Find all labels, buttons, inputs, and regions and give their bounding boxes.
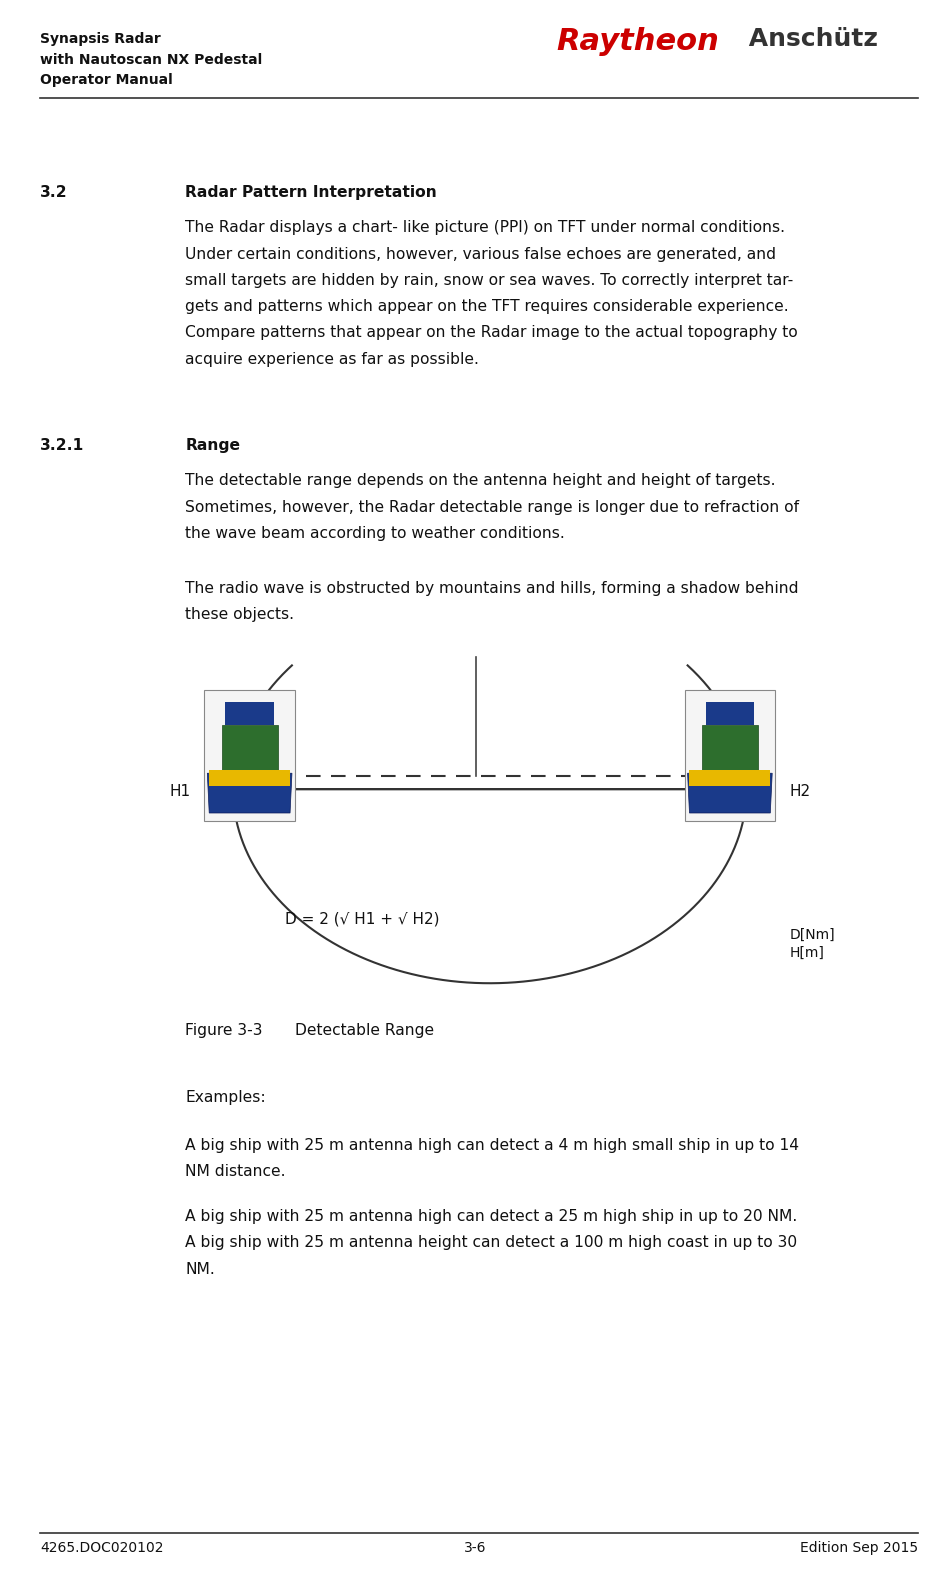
Polygon shape bbox=[688, 773, 772, 813]
Text: The radio wave is obstructed by mountains and hills, forming a shadow behind: The radio wave is obstructed by mountain… bbox=[185, 581, 799, 595]
Text: H1: H1 bbox=[169, 784, 190, 799]
Polygon shape bbox=[689, 770, 770, 786]
Text: NM distance.: NM distance. bbox=[185, 1163, 286, 1179]
Text: The detectable range depends on the antenna height and height of targets.: The detectable range depends on the ante… bbox=[185, 473, 776, 488]
Polygon shape bbox=[209, 770, 290, 786]
Text: gets and patterns which appear on the TFT requires considerable experience.: gets and patterns which appear on the TF… bbox=[185, 299, 789, 313]
Text: Radar Pattern Interpretation: Radar Pattern Interpretation bbox=[185, 185, 437, 200]
Text: 4265.DOC020102: 4265.DOC020102 bbox=[40, 1540, 164, 1554]
Polygon shape bbox=[207, 773, 292, 813]
Text: Figure 3-3: Figure 3-3 bbox=[185, 1023, 262, 1037]
Text: D = 2 (√ H1 + √ H2): D = 2 (√ H1 + √ H2) bbox=[285, 912, 439, 926]
Text: acquire experience as far as possible.: acquire experience as far as possible. bbox=[185, 352, 479, 366]
Text: Examples:: Examples: bbox=[185, 1090, 266, 1104]
Text: the wave beam according to weather conditions.: the wave beam according to weather condi… bbox=[185, 525, 565, 541]
Text: D[Nm]
H[m]: D[Nm] H[m] bbox=[789, 928, 835, 959]
Polygon shape bbox=[702, 725, 758, 770]
Polygon shape bbox=[225, 702, 274, 725]
Text: Edition Sep 2015: Edition Sep 2015 bbox=[800, 1540, 918, 1554]
Text: Under certain conditions, however, various false echoes are generated, and: Under certain conditions, however, vario… bbox=[185, 247, 776, 261]
Text: Operator Manual: Operator Manual bbox=[40, 73, 173, 88]
Text: Synapsis Radar: Synapsis Radar bbox=[40, 32, 161, 46]
Text: A big ship with 25 m antenna high can detect a 4 m high small ship in up to 14: A big ship with 25 m antenna high can de… bbox=[185, 1138, 800, 1152]
Text: small targets are hidden by rain, snow or sea waves. To correctly interpret tar-: small targets are hidden by rain, snow o… bbox=[185, 272, 794, 288]
Text: A big ship with 25 m antenna height can detect a 100 m high coast in up to 30: A big ship with 25 m antenna height can … bbox=[185, 1235, 798, 1251]
Polygon shape bbox=[706, 702, 754, 725]
Text: 3.2.1: 3.2.1 bbox=[40, 438, 85, 453]
Text: 3.2: 3.2 bbox=[40, 185, 68, 200]
Text: Anschütz: Anschütz bbox=[740, 27, 878, 51]
Text: Raytheon: Raytheon bbox=[556, 27, 719, 56]
FancyBboxPatch shape bbox=[204, 690, 295, 821]
Text: A big ship with 25 m antenna high can detect a 25 m high ship in up to 20 NM.: A big ship with 25 m antenna high can de… bbox=[185, 1209, 798, 1223]
Text: with Nautoscan NX Pedestal: with Nautoscan NX Pedestal bbox=[40, 53, 262, 67]
Text: H2: H2 bbox=[789, 784, 810, 799]
Text: The Radar displays a chart- like picture (PPI) on TFT under normal conditions.: The Radar displays a chart- like picture… bbox=[185, 221, 786, 235]
Text: Detectable Range: Detectable Range bbox=[295, 1023, 434, 1037]
Text: Compare patterns that appear on the Radar image to the actual topography to: Compare patterns that appear on the Rada… bbox=[185, 325, 798, 340]
Text: Range: Range bbox=[185, 438, 241, 453]
Polygon shape bbox=[222, 725, 278, 770]
Text: these objects.: these objects. bbox=[185, 606, 295, 622]
FancyBboxPatch shape bbox=[685, 690, 775, 821]
Text: NM.: NM. bbox=[185, 1262, 215, 1276]
Text: Sometimes, however, the Radar detectable range is longer due to refraction of: Sometimes, however, the Radar detectable… bbox=[185, 500, 800, 514]
Text: 3-6: 3-6 bbox=[464, 1540, 487, 1554]
